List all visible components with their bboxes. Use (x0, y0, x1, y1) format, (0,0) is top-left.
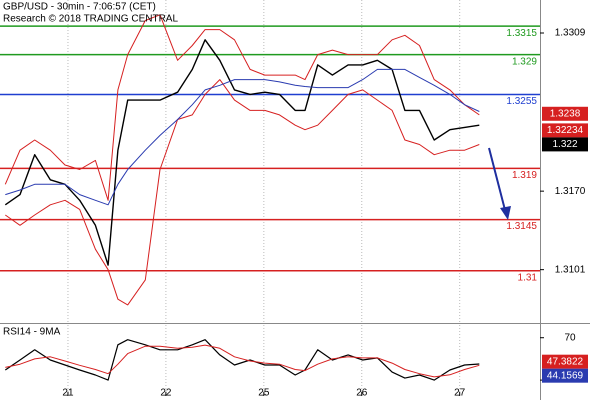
y-tick-label: 1.3309 (555, 28, 586, 39)
level-label: 1.3255 (506, 96, 537, 107)
x-tick-label: 26 (356, 388, 368, 399)
forecast-arrow (488, 147, 511, 220)
y-tick-label: 1.3170 (555, 186, 586, 197)
value-box (542, 354, 588, 369)
level-label: 1.319 (512, 170, 537, 181)
value-box (542, 368, 588, 383)
value-box (542, 137, 588, 152)
level-label: 1.329 (512, 56, 537, 67)
level-label: 1.3145 (506, 221, 537, 232)
series-line (5, 79, 480, 306)
value-box-label: 1.322 (552, 139, 577, 150)
series-line (5, 68, 480, 206)
value-box-label: 44.1569 (547, 370, 584, 381)
series-line (4, 339, 480, 381)
y-tick-label: 1.3101 (555, 264, 586, 275)
value-box-label: 1.3238 (550, 108, 581, 119)
level-label: 1.3315 (506, 28, 537, 39)
chart-title: GBP/USD - 30min - 7:06:57 (CET) (3, 2, 156, 13)
series-line (4, 39, 480, 266)
x-tick-label: 25 (258, 388, 270, 399)
y-tick-label: 70 (564, 332, 576, 343)
x-tick-label: 22 (160, 388, 172, 399)
value-box-label: 1.32234 (547, 125, 584, 136)
x-tick-label: 27 (454, 388, 466, 399)
chart-subtitle: Research © 2018 TRADING CENTRAL (3, 14, 178, 25)
rsi-title: RSI14 - 9MA (3, 327, 61, 338)
level-label: 1.31 (518, 272, 538, 283)
value-box (542, 106, 588, 121)
arrow-shaft (488, 147, 506, 211)
value-box-label: 47.3822 (547, 356, 584, 367)
x-tick-label: 21 (62, 388, 74, 399)
series-line (5, 344, 480, 378)
value-box (542, 123, 588, 138)
arrow-head (500, 206, 511, 220)
series-line (4, 14, 480, 201)
